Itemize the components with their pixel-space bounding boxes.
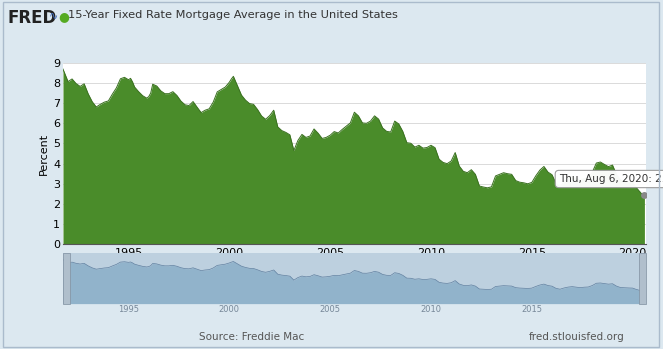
Text: 15-Year Fixed Rate Mortgage Average in the United States: 15-Year Fixed Rate Mortgage Average in t… (68, 10, 398, 20)
Text: ∿: ∿ (48, 10, 58, 20)
Bar (639, 253, 646, 304)
Text: FRED: FRED (8, 9, 57, 27)
Text: Source: Freddie Mac: Source: Freddie Mac (200, 332, 304, 342)
Bar (63, 253, 70, 304)
Text: fred.stlouisfed.org: fred.stlouisfed.org (529, 332, 625, 342)
Text: Thu, Aug 6, 2020: 2.44: Thu, Aug 6, 2020: 2.44 (559, 174, 663, 184)
Text: ●: ● (58, 10, 69, 23)
Y-axis label: Percent: Percent (39, 133, 49, 174)
